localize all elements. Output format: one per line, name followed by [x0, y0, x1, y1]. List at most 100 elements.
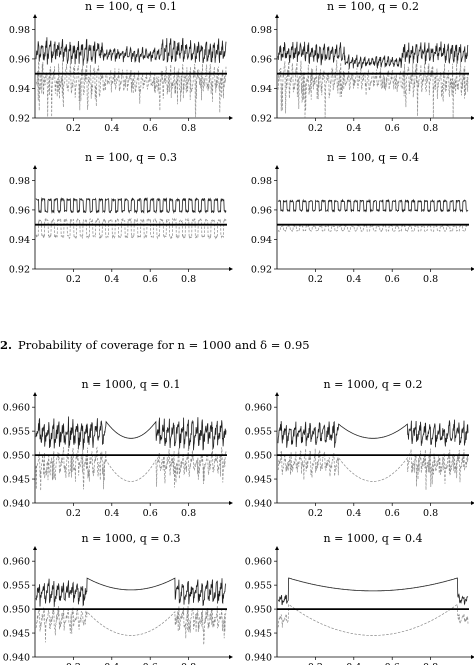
panel-title: n = 1000, q = 0.3: [81, 532, 180, 545]
x-tick-label: 0.6: [385, 274, 400, 285]
x-tick-label: 0.8: [181, 274, 196, 285]
chart-panel: n = 100, q = 0.4 0.2 0.4 0.6 0.8 0.92 0.94 0.96…: [251, 151, 474, 285]
y-tick-label: 0.950: [3, 605, 30, 616]
x-tick-label: 0.6: [143, 508, 158, 519]
x-tick-label: 0.8: [181, 662, 196, 665]
y-tick-label: 0.96: [251, 205, 272, 216]
y-axis-arrow: [33, 165, 37, 169]
y-tick-label: 0.960: [3, 403, 30, 414]
y-tick-label: 0.955: [3, 427, 30, 438]
y-tick-label: 0.960: [3, 557, 30, 568]
y-tick-label: 0.94: [251, 84, 272, 95]
lower-coverage-series: [277, 603, 469, 636]
y-tick-label: 0.98: [9, 25, 30, 36]
x-axis-arrow: [471, 267, 474, 271]
upper-coverage-series: [277, 419, 469, 448]
x-tick-label: 0.2: [66, 662, 81, 665]
x-tick-label: 0.8: [423, 508, 438, 519]
x-tick-label: 0.6: [385, 508, 400, 519]
lower-coverage-series: [277, 448, 469, 490]
y-tick-label: 0.950: [245, 451, 272, 462]
chart-panel: n = 1000, q = 0.4 0.2 0.4 0.6 0.8 0.940 0.945 0…: [245, 532, 474, 665]
x-tick-label: 0.4: [104, 123, 119, 134]
upper-coverage-series: [277, 198, 469, 213]
x-tick-label: 0.6: [143, 274, 158, 285]
x-tick-label: 0.2: [308, 123, 323, 134]
caption-text: Probability of coverage for n = 1000 and…: [18, 338, 310, 352]
y-axis-arrow: [33, 392, 37, 396]
x-axis-arrow: [229, 501, 233, 505]
y-axis-arrow: [275, 392, 279, 396]
chart-panel: n = 1000, q = 0.1 0.2 0.4 0.6 0.8 0.940 0.945 0…: [3, 378, 233, 519]
y-axis-arrow: [33, 546, 37, 550]
chart-panel: n = 100, q = 0.2 0.2 0.4 0.6 0.8 0.92 0.94 0.96…: [251, 0, 474, 134]
panel-title: n = 1000, q = 0.1: [81, 378, 180, 391]
x-axis-arrow: [471, 655, 474, 659]
y-tick-label: 0.94: [251, 235, 272, 246]
x-axis-arrow: [229, 267, 233, 271]
x-tick-label: 0.6: [385, 662, 400, 665]
chart-panel: n = 1000, q = 0.3 0.2 0.4 0.6 0.8 0.940 0.945 0…: [3, 532, 233, 665]
y-tick-label: 0.940: [3, 653, 30, 664]
x-axis-arrow: [471, 501, 474, 505]
y-axis-arrow: [33, 14, 37, 18]
y-tick-label: 0.945: [3, 629, 30, 640]
y-tick-label: 0.950: [3, 451, 30, 462]
x-tick-label: 0.2: [66, 508, 81, 519]
x-axis-arrow: [229, 655, 233, 659]
x-tick-label: 0.6: [385, 123, 400, 134]
panel-title: n = 100, q = 0.1: [85, 0, 177, 13]
x-tick-label: 0.4: [104, 662, 119, 665]
y-tick-label: 0.945: [245, 629, 272, 640]
y-tick-label: 0.955: [3, 581, 30, 592]
panel-title: n = 1000, q = 0.2: [323, 378, 422, 391]
x-tick-label: 0.8: [423, 274, 438, 285]
y-tick-label: 0.98: [251, 176, 272, 187]
y-tick-label: 0.955: [245, 427, 272, 438]
y-tick-label: 0.960: [245, 557, 272, 568]
x-tick-label: 0.8: [423, 662, 438, 665]
lower-coverage-series: [277, 59, 469, 118]
figure-caption: 2. Probability of coverage for n = 1000 …: [0, 338, 310, 352]
panel-title: n = 100, q = 0.3: [85, 151, 177, 164]
upper-coverage-series: [277, 41, 469, 70]
x-tick-label: 0.2: [308, 274, 323, 285]
y-axis-arrow: [275, 165, 279, 169]
y-tick-label: 0.92: [251, 114, 272, 125]
y-tick-label: 0.94: [9, 235, 30, 246]
y-tick-label: 0.92: [9, 265, 30, 276]
x-tick-label: 0.4: [346, 274, 361, 285]
x-tick-label: 0.4: [104, 274, 119, 285]
y-tick-label: 0.945: [3, 475, 30, 486]
upper-coverage-series: [35, 37, 227, 66]
y-tick-label: 0.94: [9, 84, 30, 95]
x-tick-label: 0.4: [104, 508, 119, 519]
caption-number: 2.: [0, 338, 12, 352]
lower-coverage-series: [35, 605, 227, 645]
x-tick-label: 0.2: [308, 508, 323, 519]
y-tick-label: 0.96: [9, 54, 30, 65]
y-tick-label: 0.950: [245, 605, 272, 616]
y-axis-arrow: [275, 14, 279, 18]
x-axis-arrow: [471, 116, 474, 120]
upper-coverage-series: [35, 416, 227, 451]
y-tick-label: 0.96: [251, 54, 272, 65]
lower-coverage-series: [35, 60, 227, 118]
y-tick-label: 0.92: [251, 265, 272, 276]
y-tick-label: 0.940: [245, 499, 272, 510]
upper-coverage-series: [35, 197, 227, 214]
x-tick-label: 0.2: [66, 274, 81, 285]
x-tick-label: 0.4: [346, 662, 361, 665]
y-tick-label: 0.92: [9, 114, 30, 125]
x-tick-label: 0.8: [423, 123, 438, 134]
y-tick-label: 0.98: [9, 176, 30, 187]
panel-grid: n = 100, q = 0.1 0.2 0.4 0.6 0.8 0.92 0.94 0.96…: [3, 0, 474, 665]
y-tick-label: 0.96: [9, 205, 30, 216]
x-tick-label: 0.8: [181, 123, 196, 134]
x-axis-arrow: [229, 116, 233, 120]
chart-panel: n = 1000, q = 0.2 0.2 0.4 0.6 0.8 0.940 0.945 0…: [245, 378, 474, 519]
x-tick-label: 0.6: [143, 123, 158, 134]
y-axis-arrow: [275, 546, 279, 550]
chart-panel: n = 100, q = 0.1 0.2 0.4 0.6 0.8 0.92 0.94 0.96…: [9, 0, 233, 134]
